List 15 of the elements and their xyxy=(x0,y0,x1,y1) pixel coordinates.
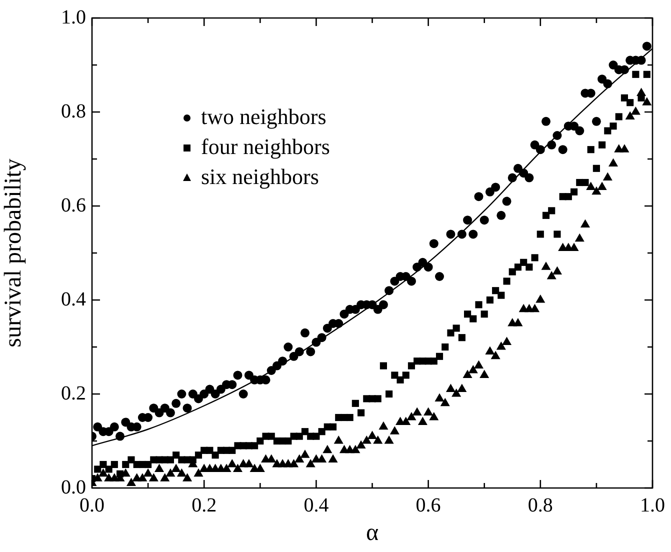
y-tick-label: 1.0 xyxy=(61,6,86,28)
legend-label: two neighbors xyxy=(201,104,326,129)
x-tick-label: 0.6 xyxy=(416,494,441,516)
x-tick-label: 0.2 xyxy=(192,494,217,516)
y-tick-label: 0.2 xyxy=(61,382,86,404)
legend-label: four neighbors xyxy=(201,134,330,159)
x-tick-label: 0.8 xyxy=(528,494,553,516)
y-tick-label: 0.6 xyxy=(61,194,86,216)
x-tick-label: 1.0 xyxy=(640,494,665,516)
legend-label: six neighbors xyxy=(201,164,319,189)
y-axis-title: survival probability xyxy=(0,158,27,348)
y-tick-label: 0.4 xyxy=(61,288,86,310)
y-tick-label: 0.8 xyxy=(61,100,86,122)
x-axis-title: α xyxy=(366,520,379,546)
x-tick-label: 0.4 xyxy=(304,494,329,516)
